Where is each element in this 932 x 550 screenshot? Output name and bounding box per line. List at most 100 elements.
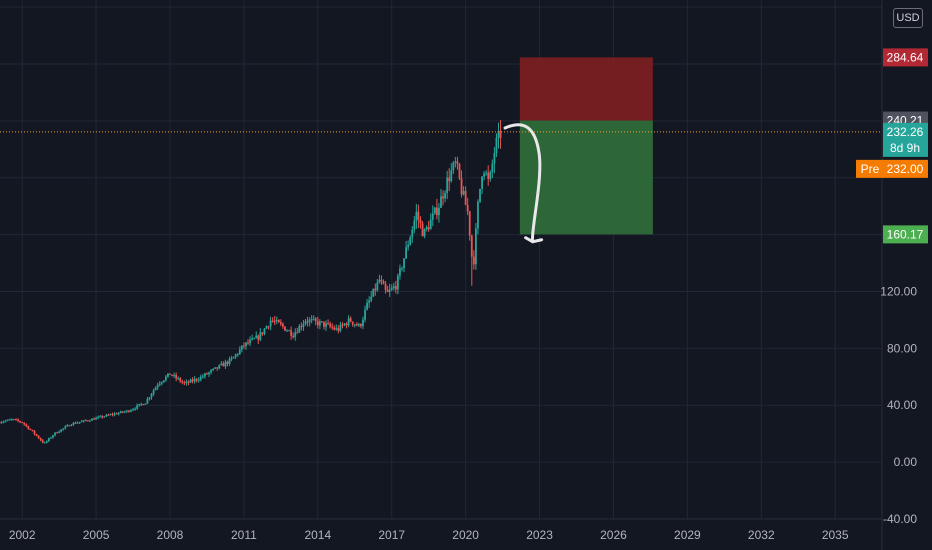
candle-body <box>148 397 151 399</box>
candle-body <box>169 373 171 375</box>
candle-body <box>325 323 327 327</box>
candle-body <box>300 326 303 328</box>
candle-body <box>130 410 132 412</box>
candle-body <box>228 358 231 364</box>
currency-button[interactable]: USD <box>893 8 923 28</box>
candle-body <box>187 381 190 383</box>
candle-body <box>411 229 414 238</box>
drawn-arrow-annotation[interactable] <box>503 123 544 244</box>
candle-body <box>431 213 434 220</box>
candle-body <box>458 164 461 179</box>
price-axis[interactable]: -40.00 0.00 40.00 80.00 120.00 <box>880 284 917 526</box>
candle-body <box>261 332 264 334</box>
candle-body <box>181 381 184 383</box>
position-zones[interactable] <box>519 57 653 235</box>
candle-body <box>468 211 471 236</box>
candle-body <box>193 378 196 382</box>
candle-body <box>206 373 208 375</box>
candle-body <box>413 220 416 230</box>
candle-body <box>208 372 210 375</box>
candle-body <box>117 412 120 415</box>
candle-body <box>13 419 15 421</box>
candle-body <box>304 321 307 325</box>
x-tick-label: 2005 <box>83 528 110 542</box>
take-profit-zone <box>519 120 653 235</box>
candle-body <box>390 287 393 290</box>
candle-body <box>353 324 356 326</box>
candle-body <box>294 332 297 338</box>
candle-body <box>366 302 368 310</box>
y-tick-label: -40.00 <box>883 512 917 526</box>
candle-body <box>0 422 3 424</box>
candle-body <box>275 320 278 322</box>
candle-body <box>158 383 161 385</box>
candle-body <box>308 319 311 323</box>
stop-loss-badge-bg <box>883 48 928 67</box>
candle-body <box>249 339 251 344</box>
candle-body <box>113 413 116 415</box>
candle-body <box>109 414 112 416</box>
candle-body <box>216 367 219 369</box>
candle-body <box>374 288 377 291</box>
candle-body <box>333 327 336 330</box>
candle-body <box>452 162 455 171</box>
candle-body <box>66 425 69 427</box>
candle-body <box>119 411 122 413</box>
candle-body <box>203 373 206 377</box>
candle-body <box>84 420 87 422</box>
candle-body <box>259 332 262 340</box>
candle-body <box>321 321 323 323</box>
candle-body <box>489 172 492 179</box>
candle-body <box>292 335 295 338</box>
candle-body <box>224 361 227 367</box>
candle-body <box>183 382 186 384</box>
candle-body <box>323 321 325 327</box>
candle-body <box>405 247 407 259</box>
candle-body <box>477 201 479 229</box>
candle-body <box>466 205 469 212</box>
candle-body <box>222 363 225 367</box>
candle-body <box>189 379 192 383</box>
candle-body <box>97 416 100 418</box>
candle-body <box>456 161 459 165</box>
candle-body <box>327 323 329 325</box>
candle-body <box>399 268 401 276</box>
candle-body <box>134 408 136 410</box>
candle-body <box>347 318 350 326</box>
last-price-badge: 232.26 <box>887 125 924 139</box>
candle-body <box>362 319 364 327</box>
candle-body <box>425 227 428 230</box>
candle-body <box>407 245 410 248</box>
candle-body <box>142 404 145 406</box>
candle-body <box>380 279 383 282</box>
x-tick-label: 2008 <box>157 528 184 542</box>
candle-body <box>497 131 500 138</box>
stop-loss-badge: 284.64 <box>887 50 924 64</box>
candle-body <box>314 318 317 321</box>
candle-body <box>195 378 198 381</box>
candle-body <box>257 335 260 340</box>
candle-body <box>140 404 143 406</box>
time-axis[interactable]: 2002 2005 2008 2011 2014 2017 2020 2023 2026 2029… <box>9 528 849 542</box>
candle-body <box>247 342 249 344</box>
candle-body <box>349 318 352 322</box>
candle-body <box>491 163 494 173</box>
candle-body <box>433 207 436 214</box>
candle-body <box>245 342 247 347</box>
candle-body <box>460 178 463 195</box>
candle-body <box>357 324 360 326</box>
candle-body <box>253 338 256 340</box>
candle-body <box>177 378 180 380</box>
candle-body <box>265 326 268 329</box>
candle-body <box>364 309 366 320</box>
candle-body <box>462 191 465 195</box>
candle-body <box>220 363 223 365</box>
candle-body <box>435 207 438 216</box>
candle-body <box>175 374 178 379</box>
candle-body <box>368 300 371 303</box>
candle-body <box>93 418 95 420</box>
x-tick-label: 2002 <box>9 528 36 542</box>
candle-body <box>6 419 9 421</box>
candle-body <box>273 320 276 322</box>
